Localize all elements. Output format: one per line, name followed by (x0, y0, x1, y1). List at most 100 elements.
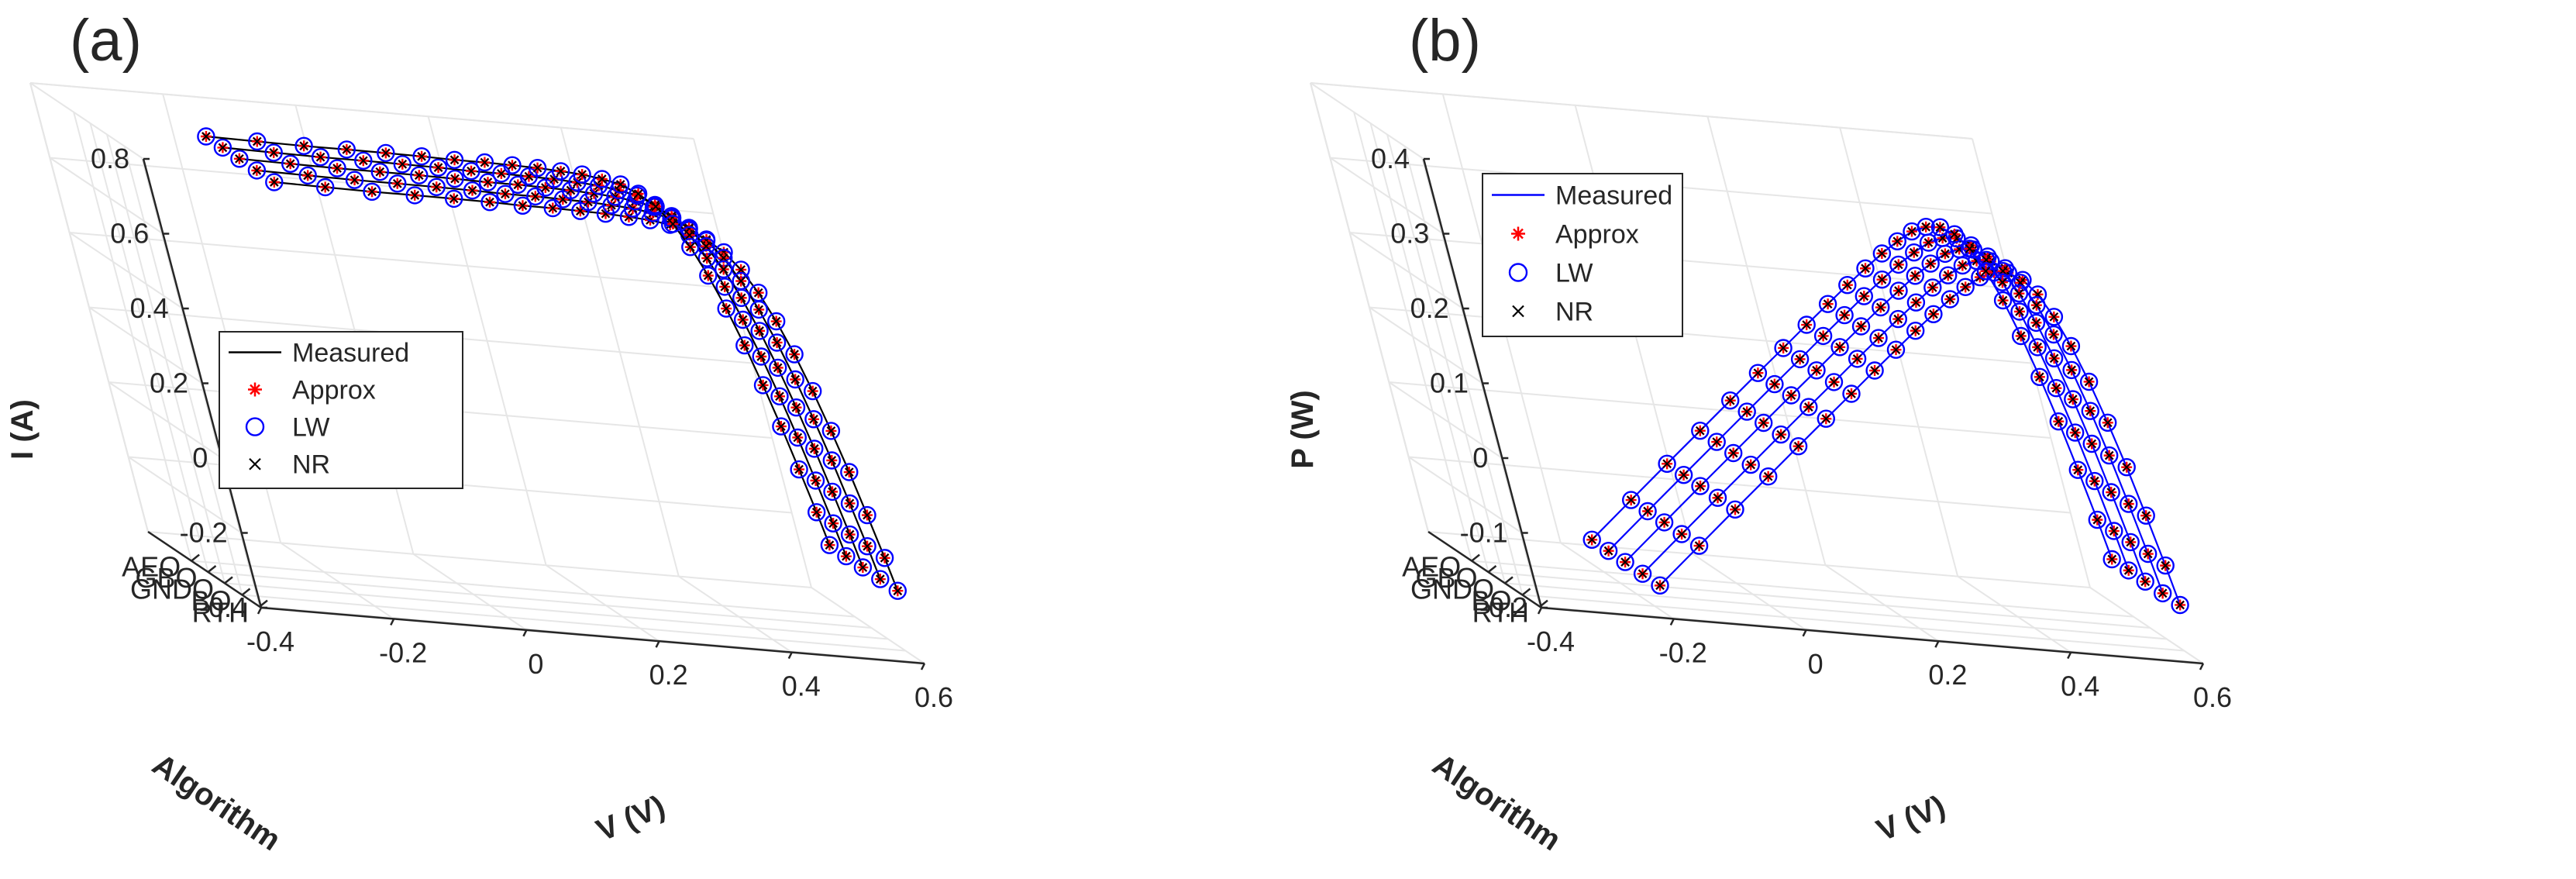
nr-point (1620, 557, 1630, 567)
y-axis-title: Algorithm (146, 747, 287, 857)
lw-point (840, 463, 859, 481)
lw-point (1921, 254, 1940, 273)
lw-point (2117, 458, 2136, 477)
lw-point (1923, 278, 1942, 297)
lw-point (2171, 595, 2189, 615)
lw-point (551, 162, 570, 181)
y-tick (1487, 565, 1497, 573)
lw-point (213, 138, 232, 157)
nr-point (531, 191, 540, 202)
lw-point (2044, 308, 2064, 326)
nr-point (342, 145, 352, 154)
z-tick-label: 0 (1472, 442, 1488, 474)
lw-point (1638, 502, 1657, 521)
lw-point (1872, 271, 1892, 289)
floor-grid-line (280, 542, 394, 620)
y-tick (207, 565, 217, 573)
nr-point (1726, 395, 1735, 405)
lw-point (2013, 271, 2032, 289)
y-axis-title: Algorithm (1427, 747, 1567, 857)
lw-point (2044, 325, 2063, 344)
nr-point (1812, 366, 1821, 375)
z-tick-label: 0.8 (91, 143, 129, 174)
lw-point (1582, 530, 1601, 549)
nr-point (858, 563, 868, 572)
x-tick-label: 0.6 (2193, 681, 2232, 713)
nr-point (1856, 322, 1866, 331)
nr-point (777, 422, 786, 431)
nr-point (811, 508, 821, 517)
nr-point (566, 185, 576, 195)
nr-point (2071, 428, 2080, 437)
x-tick-label: -0.4 (246, 626, 294, 657)
nr-point (393, 179, 402, 188)
legend-label: LW (292, 413, 329, 443)
lw-point (2047, 379, 2066, 398)
lw-point (2010, 302, 2029, 321)
z-tick-label: 0.6 (110, 218, 149, 250)
lw-point (888, 581, 907, 600)
nr-point (2090, 476, 2099, 486)
lw-point (2062, 360, 2081, 380)
nr-point (450, 174, 460, 184)
category-tick-label: RTH (192, 597, 249, 629)
lw-point (345, 171, 364, 189)
lw-point (840, 525, 859, 544)
nr-point (1835, 343, 1844, 352)
legend-marker-lw (1508, 263, 1528, 282)
nr-point (269, 148, 278, 157)
lw-point (1772, 425, 1790, 444)
category-tick-label: GBO (135, 562, 197, 594)
lw-point (735, 336, 754, 355)
lw-point (871, 570, 890, 588)
side-wall-grid-line (1353, 112, 1473, 561)
legend-label: Measured (292, 339, 409, 368)
category-tick-label: GNDO (130, 573, 214, 605)
back-wall-grid-line (147, 531, 812, 588)
nr-point (845, 498, 855, 508)
lw-point (752, 347, 770, 366)
lw-point (2102, 550, 2121, 569)
floor-grid-line (1472, 560, 2134, 618)
lw-point (2044, 349, 2064, 367)
nr-point (1926, 259, 1935, 268)
x-tick-label: 0.4 (782, 670, 821, 702)
lw-point (1707, 433, 1726, 451)
side-wall-grid-line (1403, 146, 1524, 595)
lw-point (2119, 561, 2138, 580)
nr-point (2124, 566, 2133, 575)
z-tick-label: 0 (192, 442, 208, 474)
nr-point (2051, 383, 2061, 393)
nr-point (315, 152, 325, 162)
lw-point (311, 147, 330, 167)
nr-point (718, 253, 728, 263)
side-wall-grid-line (1386, 134, 1506, 584)
lw-point (1726, 500, 1744, 519)
nr-point (1877, 249, 1887, 258)
nr-point (2122, 463, 2131, 472)
lw-point (1872, 298, 1890, 317)
lw-point (715, 260, 733, 279)
nr-point (1643, 506, 1652, 516)
lw-point (2138, 544, 2158, 564)
y-tick (224, 576, 233, 584)
y-tick (1521, 588, 1531, 596)
lw-point (1616, 553, 1634, 571)
floor-grid-line (224, 582, 889, 640)
lw-point (2102, 483, 2120, 502)
nr-point (485, 198, 494, 207)
nr-point (285, 159, 295, 168)
x-axis-line (1541, 606, 2204, 665)
nr-point (1659, 518, 1669, 527)
lw-point (247, 161, 267, 180)
lw-point (1818, 295, 1837, 313)
lw-point (1889, 255, 1908, 274)
nr-point (218, 143, 228, 153)
nr-point (719, 264, 728, 274)
lw-point (1886, 340, 1906, 359)
lw-point (1691, 422, 1710, 440)
nr-point (736, 293, 746, 303)
nr-point (1847, 389, 1856, 398)
nr-point (410, 191, 419, 200)
